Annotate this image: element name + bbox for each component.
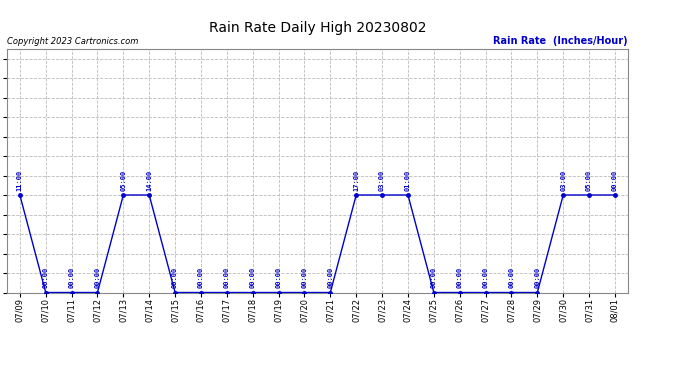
Text: 00:00: 00:00: [327, 267, 333, 288]
Text: 14:00: 14:00: [146, 170, 152, 191]
Text: 00:00: 00:00: [431, 267, 437, 288]
Text: 00:00: 00:00: [43, 267, 49, 288]
Text: 05:00: 05:00: [120, 170, 126, 191]
Text: 17:00: 17:00: [353, 170, 359, 191]
Text: 00:00: 00:00: [198, 267, 204, 288]
Text: 00:00: 00:00: [457, 267, 463, 288]
Text: 00:00: 00:00: [275, 267, 282, 288]
Text: 00:00: 00:00: [509, 267, 515, 288]
Text: 00:00: 00:00: [250, 267, 256, 288]
Text: 00:00: 00:00: [224, 267, 230, 288]
Text: 00:00: 00:00: [302, 267, 308, 288]
Text: Rain Rate  (Inches/Hour): Rain Rate (Inches/Hour): [493, 36, 628, 46]
Text: 00:00: 00:00: [95, 267, 101, 288]
Text: 00:00: 00:00: [482, 267, 489, 288]
Text: 03:00: 03:00: [379, 170, 385, 191]
Text: 00:00: 00:00: [612, 170, 618, 191]
Text: Copyright 2023 Cartronics.com: Copyright 2023 Cartronics.com: [7, 38, 138, 46]
Text: 05:00: 05:00: [586, 170, 592, 191]
Text: 00:00: 00:00: [68, 267, 75, 288]
Text: 11:00: 11:00: [17, 170, 23, 191]
Text: 03:00: 03:00: [560, 170, 566, 191]
Text: 00:00: 00:00: [534, 267, 540, 288]
Text: 01:00: 01:00: [405, 170, 411, 191]
Text: Rain Rate Daily High 20230802: Rain Rate Daily High 20230802: [208, 21, 426, 34]
Text: 00:00: 00:00: [172, 267, 178, 288]
